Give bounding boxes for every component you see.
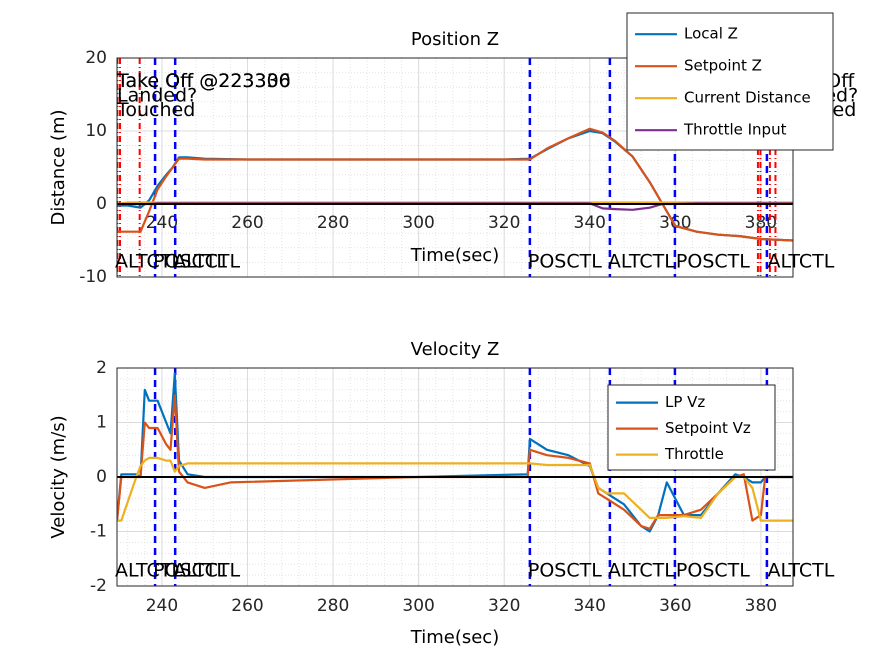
x-tick-label: 280 — [317, 596, 349, 616]
mode-label: POSCTL — [528, 251, 602, 273]
mode-label: POSCTL — [676, 560, 750, 582]
y-tick-label: 10 — [85, 121, 107, 141]
mode-label: ALTCTL — [173, 560, 240, 582]
legend-label: Throttle — [664, 445, 724, 463]
x-tick-label: 260 — [231, 213, 263, 233]
mode-label: POSCTL — [528, 560, 602, 582]
mode-label: ALTCTL — [767, 251, 834, 273]
x-tick-label: 280 — [317, 213, 349, 233]
chart-title: Position Z — [411, 29, 499, 50]
series-line — [117, 456, 793, 522]
mode-label: ALTCTL — [115, 560, 182, 582]
x-tick-label: 300 — [402, 596, 434, 616]
event-label: Landed? — [117, 84, 197, 106]
axes-box — [116, 367, 794, 587]
mode-label: ALTCTL — [767, 560, 834, 582]
x-tick-label: 240 — [146, 596, 178, 616]
y-tick-label: 2 — [96, 358, 107, 378]
x-tick-label: 340 — [574, 213, 606, 233]
legend-label: Current Distance — [684, 89, 811, 107]
event-label: Take Off @223330 — [116, 70, 291, 92]
event-label: Take Off @223306 — [116, 70, 291, 92]
y-axis-label: Velocity (m/s) — [48, 415, 69, 538]
series-line — [117, 127, 793, 242]
y-axis-label: Distance (m) — [48, 109, 69, 225]
legend-label: LP Vz — [665, 393, 705, 411]
y-tick-label: 0 — [96, 467, 107, 487]
x-tick-label: 340 — [574, 596, 606, 616]
x-tick-label: 380 — [745, 596, 777, 616]
chart-title: Velocity Z — [411, 339, 500, 360]
mode-label: POSCTL — [676, 251, 750, 273]
y-tick-label: -2 — [90, 576, 107, 596]
x-tick-label: 240 — [146, 213, 178, 233]
mode-label: ALTCTL — [115, 251, 182, 273]
mode-label: ALTCTL — [173, 251, 240, 273]
x-tick-label: 320 — [488, 213, 520, 233]
mode-label: POSCTL — [153, 251, 227, 273]
legend-label: Throttle Input — [683, 121, 787, 139]
legend-box — [626, 12, 834, 151]
mode-label: ALTCTL — [608, 251, 675, 273]
legend-label: Local Z — [684, 25, 738, 43]
y-tick-label: -1 — [90, 522, 107, 542]
y-tick-label: 0 — [96, 194, 107, 214]
x-axis-label: Time(sec) — [410, 245, 499, 266]
y-tick-label: 20 — [85, 48, 107, 68]
x-tick-label: 320 — [488, 596, 520, 616]
axes-box — [116, 57, 794, 278]
legend-label: Setpoint Vz — [665, 419, 751, 437]
y-tick-label: -10 — [79, 267, 107, 287]
legend-label: Setpoint Z — [684, 57, 762, 75]
x-tick-label: 260 — [231, 596, 263, 616]
event-label: Touched — [116, 99, 195, 121]
x-tick-label: 360 — [659, 596, 691, 616]
x-axis-label: Time(sec) — [410, 627, 499, 648]
mode-label: ALTCTL — [608, 560, 675, 582]
x-tick-label: 300 — [402, 213, 434, 233]
y-tick-label: 1 — [96, 413, 107, 433]
mode-label: POSCTL — [153, 560, 227, 582]
